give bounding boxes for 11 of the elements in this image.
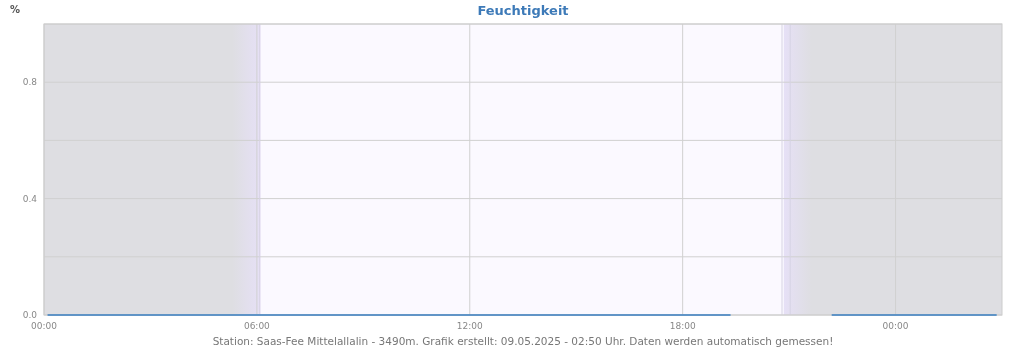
chart-title: Feuchtigkeit: [477, 3, 569, 18]
text: Station: Saas-Fee Mittelallalin - 3490m. Grafik erstellt: 09.05.2025 - 02:50 Uhr. Daten werden automatisch gemessen!: [212, 335, 834, 347]
y-axis-title: %: [10, 4, 21, 15]
y-tick-label: 0.4: [22, 193, 38, 204]
x-tick-label: 18:00: [669, 321, 696, 331]
y-tick-label: 0.8: [22, 77, 38, 88]
y-tick-label: 0.0: [22, 310, 38, 321]
x-tick-label: 00:00: [882, 321, 909, 331]
x-tick-label: 00:00: [31, 321, 58, 331]
x-tick-label: 12:00: [456, 321, 484, 331]
x-tick-label: 06:00: [243, 321, 271, 331]
